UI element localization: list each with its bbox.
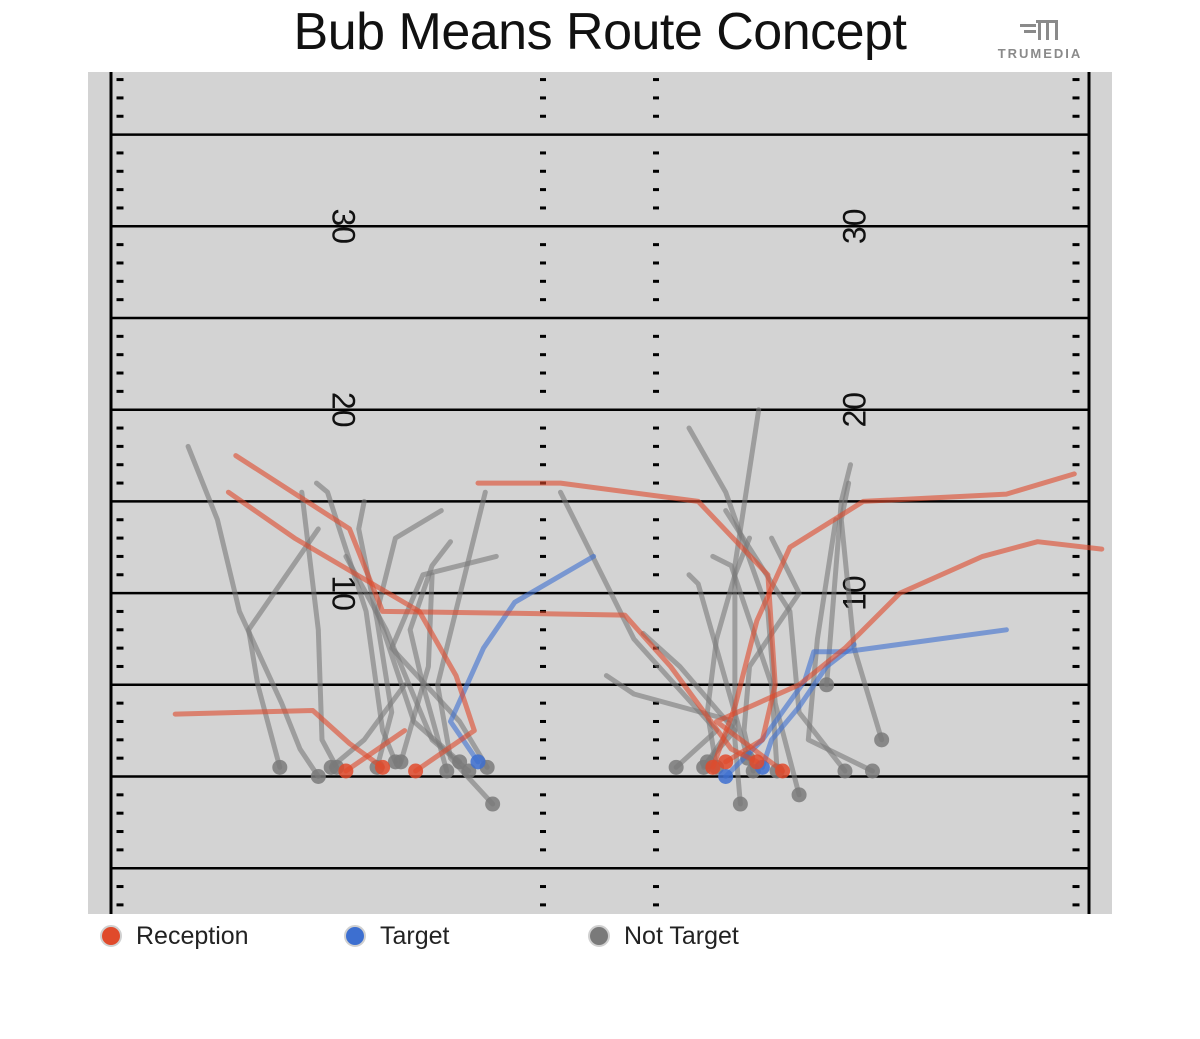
not-target-route	[374, 508, 463, 765]
legend-label: Not Target	[624, 921, 739, 950]
trumedia-logo: TRUMEDIA	[994, 16, 1086, 64]
not-target-start-point	[323, 759, 339, 775]
reception-route	[233, 453, 760, 765]
not-target-route	[558, 489, 719, 770]
yard-number-right: 10	[836, 575, 872, 611]
not-target-legend-marker	[588, 925, 610, 947]
not-target-route	[299, 489, 340, 770]
yard-number-right: 30	[836, 209, 872, 245]
legend-item-not-target: Not Target	[588, 918, 739, 954]
not-target-start-point	[791, 787, 807, 803]
legend-item-reception: Reception	[100, 918, 249, 954]
legend: Reception Target Not Target	[96, 918, 896, 954]
target-route	[759, 642, 857, 770]
not-target-route	[356, 498, 395, 770]
not-target-route	[838, 480, 885, 743]
reception-start-point	[408, 763, 424, 779]
reception-start-point	[749, 754, 765, 770]
legend-item-target: Target	[344, 918, 449, 954]
not-target-start-point	[819, 677, 835, 693]
trumedia-logo-icon	[1020, 20, 1058, 40]
not-target-route	[407, 539, 453, 774]
reception-route	[343, 728, 408, 774]
not-target-start-point	[837, 763, 853, 779]
not-target-start-point	[485, 796, 501, 812]
field-background	[88, 72, 1112, 914]
reception-start-point	[718, 754, 734, 770]
reception-start-point	[375, 759, 391, 775]
not-target-start-point	[272, 759, 288, 775]
not-target-route	[246, 526, 321, 770]
not-target-start-point	[864, 763, 880, 779]
reception-route	[475, 480, 778, 765]
yard-number-right: 20	[836, 392, 872, 428]
target-route	[448, 553, 597, 765]
not-target-route	[732, 407, 762, 807]
target-start-point	[470, 754, 486, 770]
not-target-start-point	[393, 754, 409, 770]
not-target-route	[328, 682, 408, 770]
reception-start-point	[705, 759, 721, 775]
not-target-start-point	[668, 759, 684, 775]
reception-route	[714, 539, 1105, 774]
not-target-route	[185, 443, 321, 779]
yard-number-left: 20	[326, 392, 362, 428]
not-target-route	[398, 572, 435, 765]
reception-route	[225, 489, 477, 774]
not-target-route	[704, 535, 752, 770]
reception-start-point	[775, 763, 791, 779]
reception-route	[710, 471, 1077, 770]
not-target-route	[435, 489, 496, 807]
legend-label: Target	[380, 921, 450, 950]
reception-legend-marker	[100, 925, 122, 947]
logo-text: TRUMEDIA	[997, 46, 1083, 61]
not-target-start-point	[452, 754, 468, 770]
not-target-start-point	[310, 769, 326, 784]
not-target-route	[710, 553, 780, 774]
target-start-point	[718, 769, 734, 784]
chart-title: Bub Means Route Concept	[293, 3, 907, 61]
reception-start-point	[338, 763, 354, 779]
not-target-start-point	[874, 732, 890, 748]
not-target-start-point	[732, 796, 748, 812]
not-target-route	[686, 572, 751, 761]
legend-label: Reception	[136, 921, 249, 950]
target-legend-marker	[344, 925, 366, 947]
yard-number-left: 30	[326, 209, 362, 245]
not-target-route	[824, 462, 853, 688]
reception-route	[172, 708, 386, 770]
not-target-start-point	[439, 763, 455, 779]
